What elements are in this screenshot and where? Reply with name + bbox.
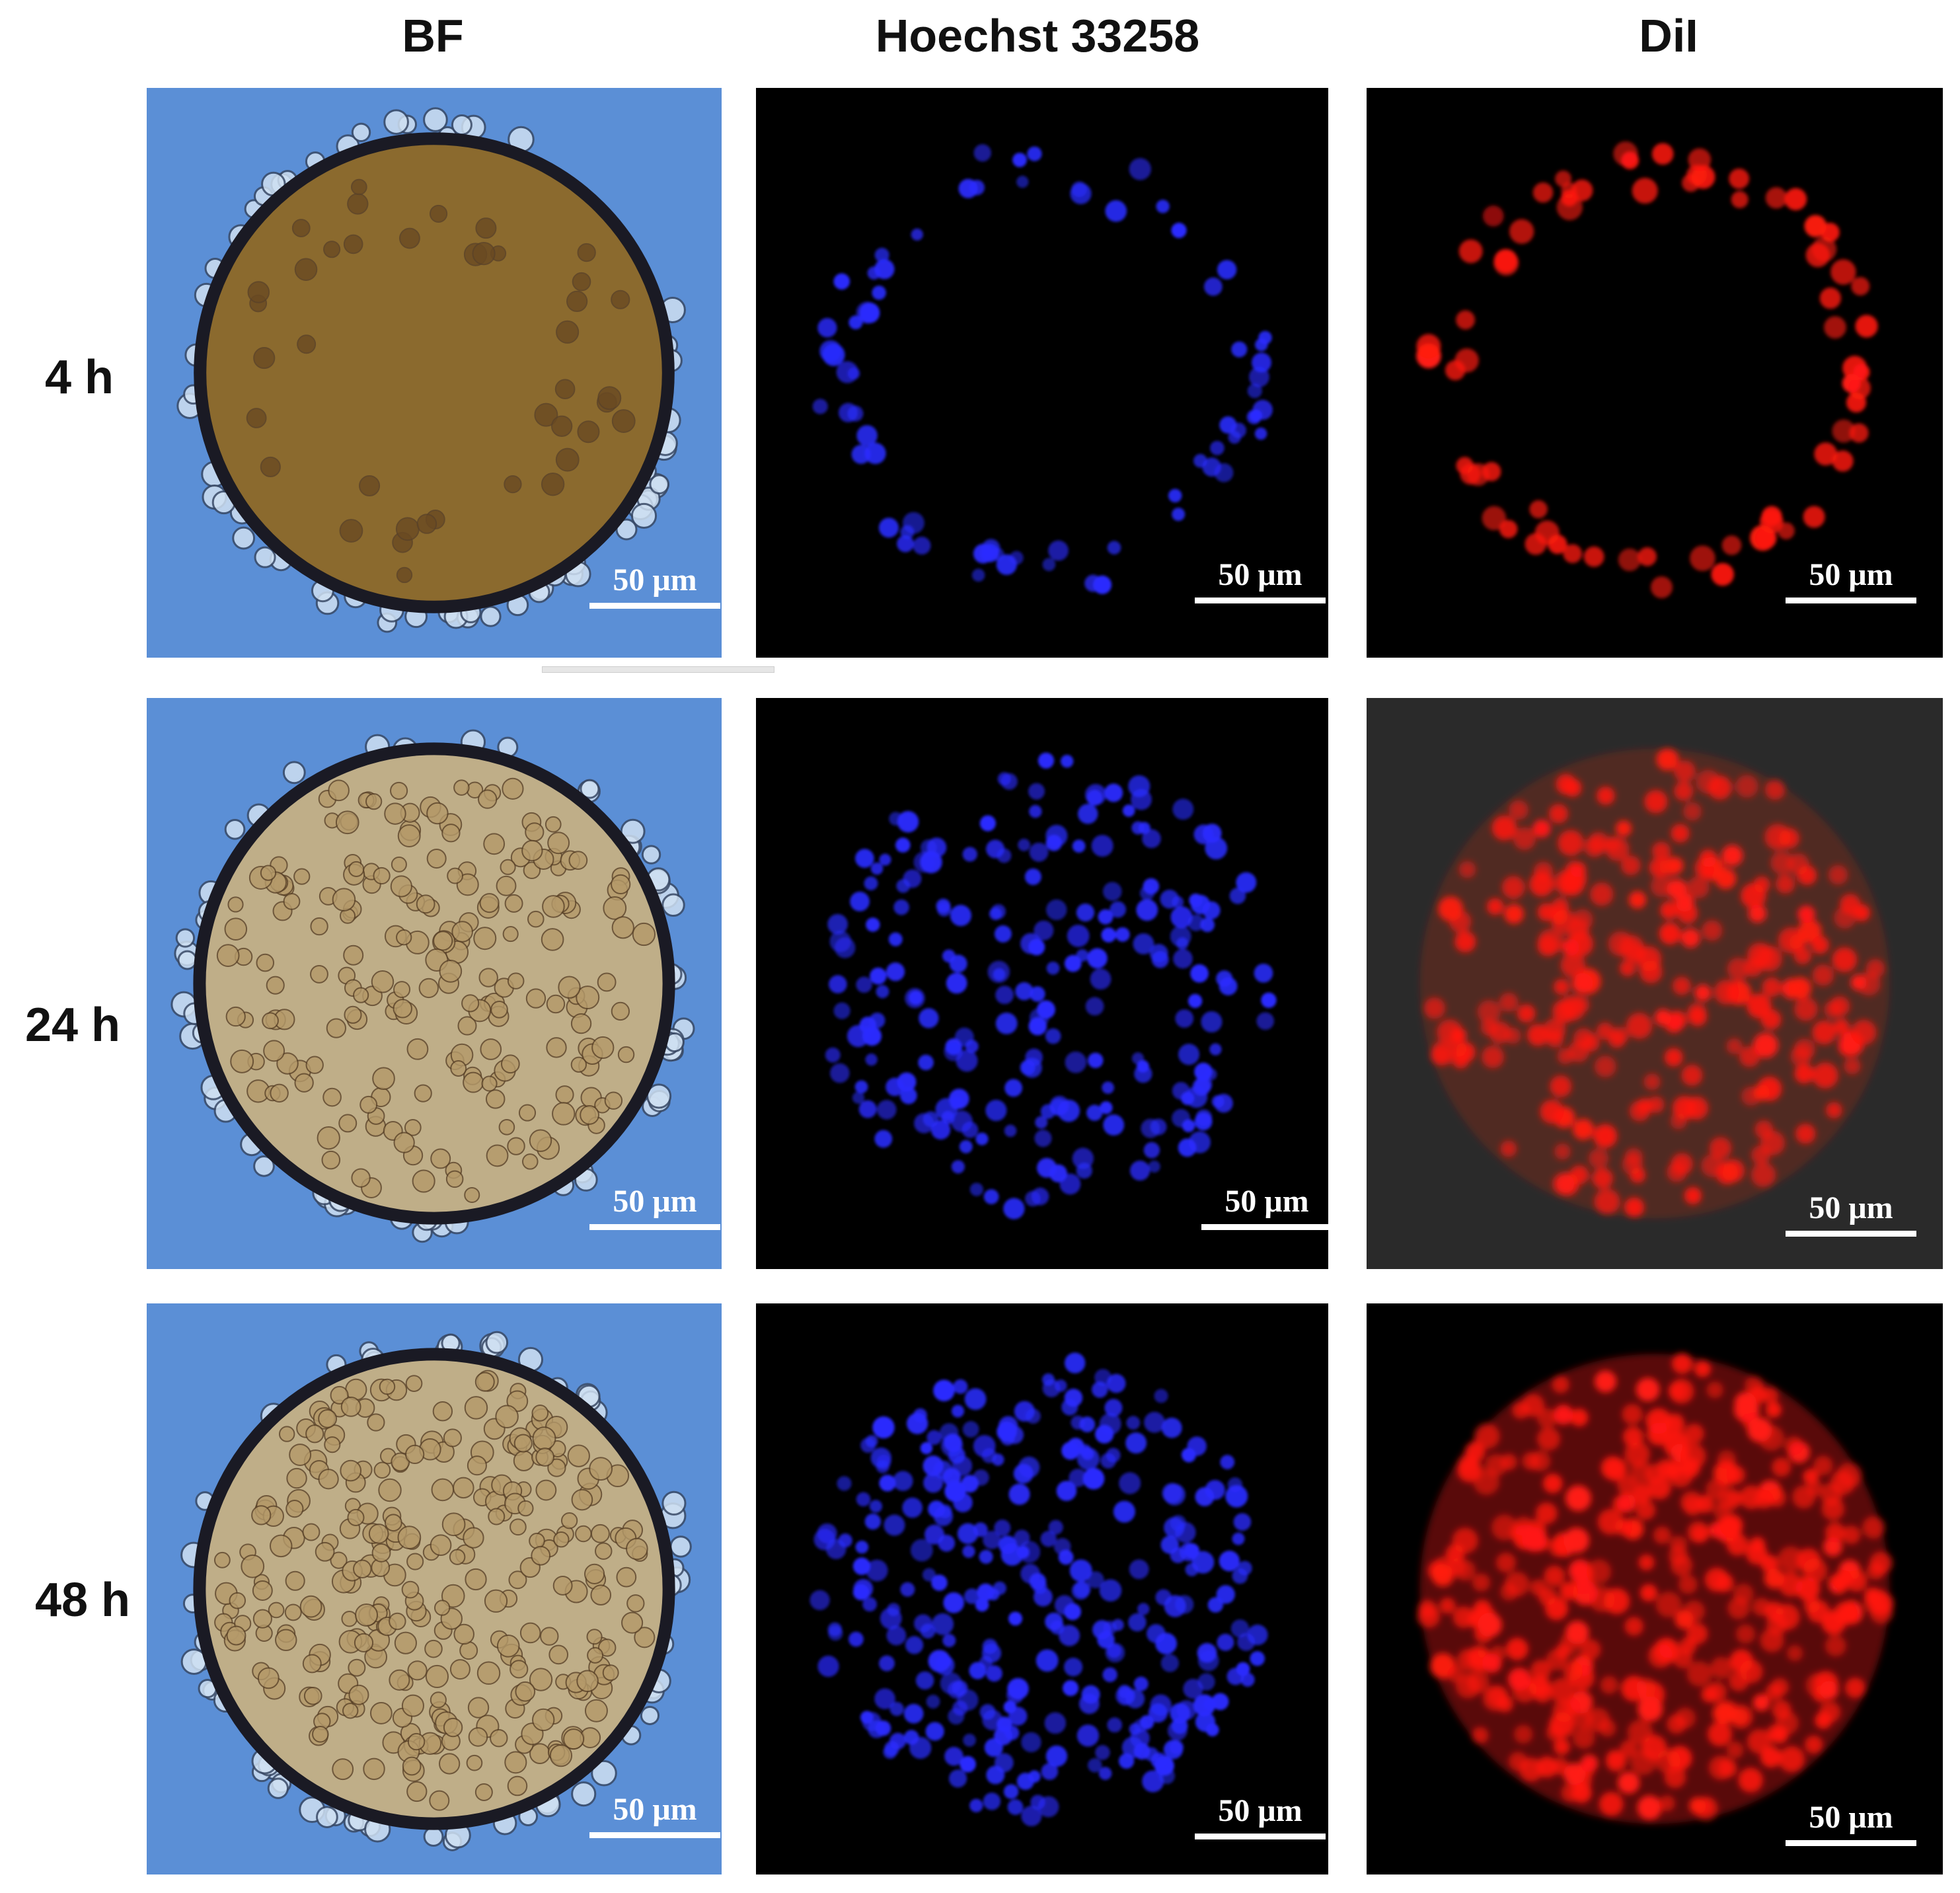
dil-panel-24h bbox=[1367, 698, 1943, 1269]
scale-bar-bf-24h: 50 μm bbox=[589, 1183, 720, 1230]
dil-panel-48h bbox=[1367, 1303, 1943, 1874]
hoechst-panel-48h bbox=[756, 1303, 1328, 1874]
scale-bar-hoechst-4h: 50 μm bbox=[1195, 557, 1326, 603]
scale-bar-hoechst-24h: 50 μm bbox=[1201, 1183, 1332, 1230]
hoechst-panel-4h bbox=[756, 88, 1328, 658]
scale-bar-hoechst-48h: 50 μm bbox=[1195, 1793, 1326, 1839]
bf-panel-4h bbox=[147, 88, 722, 658]
row-label-48h: 48 h bbox=[34, 1574, 131, 1627]
scale-bar-dil-4h: 50 μm bbox=[1786, 557, 1916, 603]
divider-line bbox=[542, 666, 774, 673]
column-header-bf: BF bbox=[402, 10, 464, 61]
scale-bar-bf-48h: 50 μm bbox=[589, 1791, 720, 1838]
scale-bar-dil-48h: 50 μm bbox=[1786, 1799, 1916, 1846]
row-label-4h: 4 h bbox=[44, 351, 114, 404]
dil-panel-4h bbox=[1367, 88, 1943, 658]
hoechst-panel-24h bbox=[756, 698, 1328, 1269]
row-label-24h: 24 h bbox=[24, 999, 121, 1052]
column-header-hoechst: Hoechst 33258 bbox=[875, 10, 1200, 61]
bf-panel-48h bbox=[147, 1303, 722, 1874]
bf-panel-24h bbox=[147, 698, 722, 1269]
column-header-dil: DiI bbox=[1639, 10, 1698, 61]
scale-bar-bf-4h: 50 μm bbox=[589, 562, 720, 609]
scale-bar-dil-24h: 50 μm bbox=[1786, 1190, 1916, 1237]
